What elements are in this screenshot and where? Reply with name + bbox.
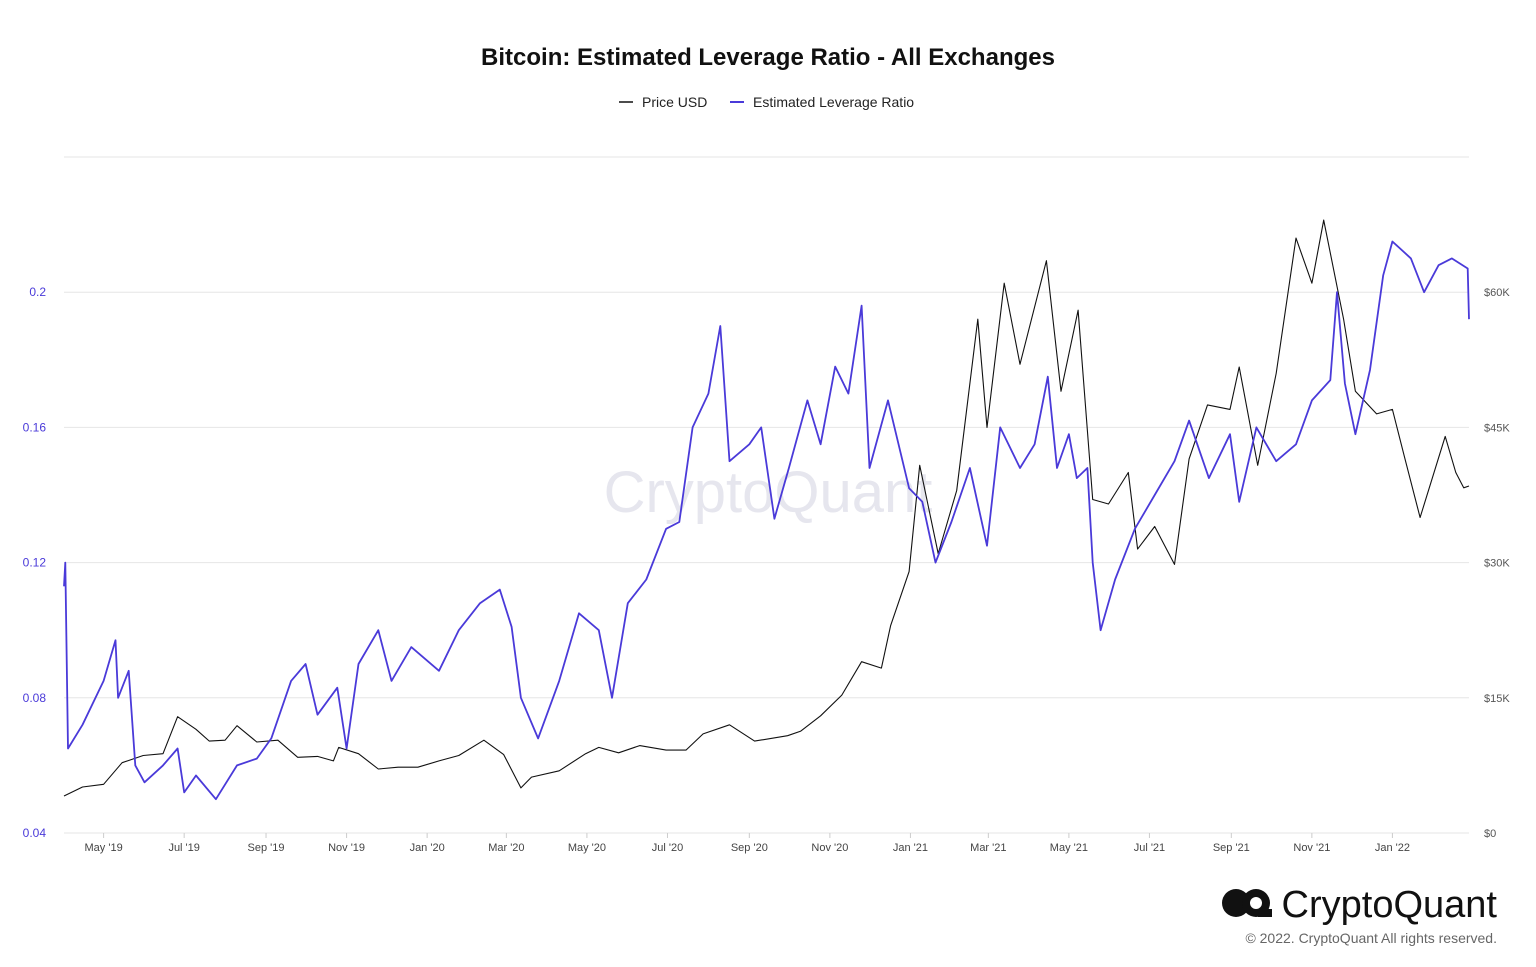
x-tick-label: Jan '20 [410, 842, 445, 854]
x-tick-label: May '21 [1050, 842, 1088, 854]
x-tick-label: May '19 [85, 842, 123, 854]
price-usd-line [63, 219, 1470, 797]
y-left-tick-label: 0.12 [23, 556, 47, 570]
cryptoquant-logo-icon [1222, 889, 1272, 917]
x-tick-label: May '20 [568, 842, 606, 854]
chart-title: Bitcoin: Estimated Leverage Ratio - All … [481, 44, 1055, 71]
series-layer [63, 219, 1470, 801]
right-axis: $0 $15K $30K $45K $60K [1484, 287, 1510, 840]
x-axis: May '19 Jul '19 Sep '19 Nov '19 Jan '20 Mar '… [85, 833, 1410, 854]
brand-name: CryptoQuant [1282, 884, 1498, 926]
x-tick-label: Sep '20 [731, 842, 768, 854]
x-tick-label: Jan '21 [893, 842, 928, 854]
x-tick-label: Jul '21 [1134, 842, 1165, 854]
y-left-tick-label: 0.2 [29, 285, 46, 299]
legend: Price USD Estimated Leverage Ratio [619, 94, 914, 110]
copyright-text: © 2022. CryptoQuant All rights reserved. [1245, 930, 1497, 946]
y-left-tick-label: 0.08 [23, 691, 47, 705]
x-tick-label: Mar '21 [970, 842, 1006, 854]
x-tick-label: Nov '19 [328, 842, 365, 854]
brand-logo: CryptoQuant © 2022. CryptoQuant All righ… [1222, 884, 1497, 946]
x-tick-label: Jul '19 [168, 842, 199, 854]
y-right-tick-label: $45K [1484, 422, 1510, 434]
y-left-tick-label: 0.04 [23, 826, 47, 840]
y-right-tick-label: $30K [1484, 558, 1510, 570]
x-tick-label: Nov '21 [1293, 842, 1330, 854]
grid-lines [64, 156, 1469, 834]
x-tick-label: Sep '19 [248, 842, 285, 854]
leverage-ratio-line [63, 240, 1470, 801]
x-tick-label: Mar '20 [488, 842, 524, 854]
y-left-tick-label: 0.16 [23, 420, 47, 434]
x-tick-label: Nov '20 [811, 842, 848, 854]
legend-leverage-label: Estimated Leverage Ratio [753, 94, 914, 110]
legend-price-label: Price USD [642, 94, 707, 110]
left-axis: 0.04 0.08 0.12 0.16 0.2 [23, 285, 47, 840]
x-tick-label: Jul '20 [652, 842, 683, 854]
x-tick-label: Jan '22 [1375, 842, 1410, 854]
x-tick-label: Sep '21 [1213, 842, 1250, 854]
y-right-tick-label: $60K [1484, 287, 1510, 299]
y-right-tick-label: $15K [1484, 693, 1510, 705]
y-right-tick-label: $0 [1484, 828, 1496, 840]
